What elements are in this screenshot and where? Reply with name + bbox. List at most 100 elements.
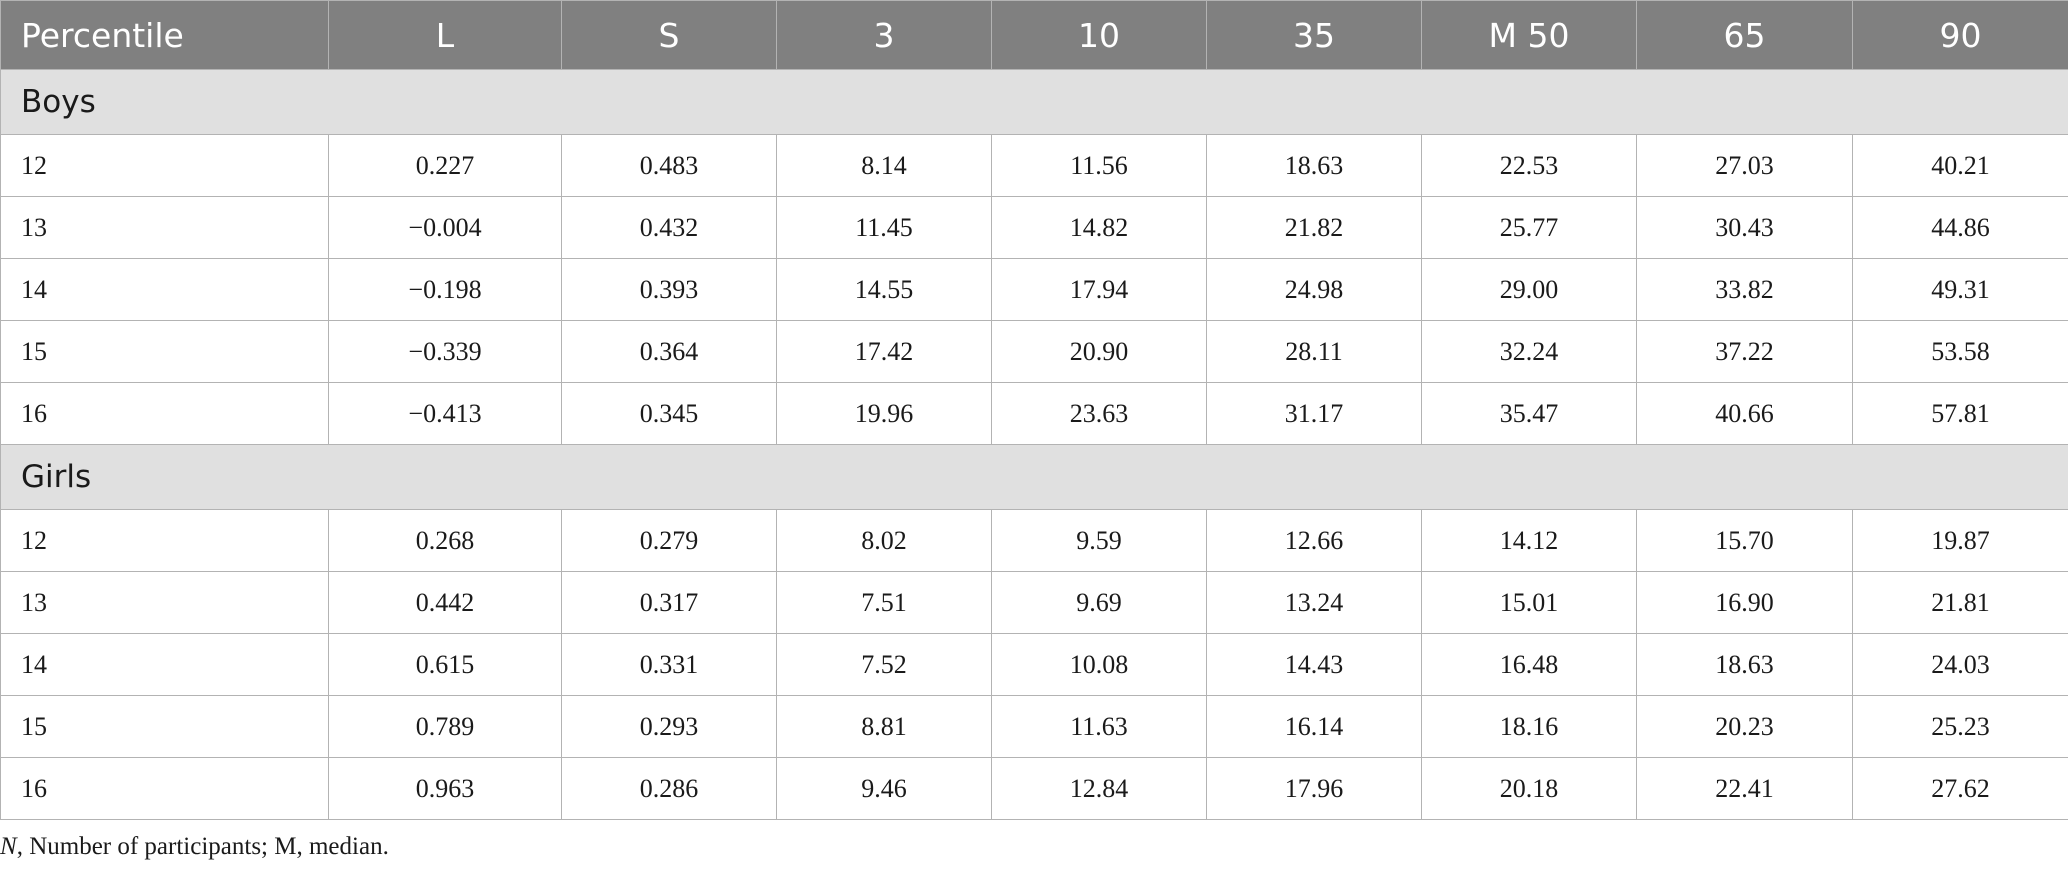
group-row-boys: Boys (0, 69, 2068, 135)
column-header-p3: 3 (776, 0, 992, 70)
value-cell: −0.198 (328, 258, 562, 321)
table-row: 15 −0.339 0.364 17.42 20.90 28.11 32.24 37.22 53… (0, 320, 2068, 383)
table-row: 14 0.615 0.331 7.52 10.08 14.43 16.48 18.63 24.0… (0, 633, 2068, 696)
value-cell: 8.14 (776, 134, 992, 197)
value-cell: 0.364 (561, 320, 777, 383)
group-label: Boys (0, 69, 2068, 135)
column-header-s: S (561, 0, 777, 70)
value-cell: 14.43 (1206, 633, 1422, 696)
value-cell: 0.317 (561, 571, 777, 634)
value-cell: 14.55 (776, 258, 992, 321)
value-cell: 16.48 (1421, 633, 1637, 696)
value-cell: 13.24 (1206, 571, 1422, 634)
value-cell: 17.96 (1206, 757, 1422, 820)
value-cell: 0.293 (561, 695, 777, 758)
value-cell: 0.279 (561, 509, 777, 572)
value-cell: 0.393 (561, 258, 777, 321)
value-cell: 22.53 (1421, 134, 1637, 197)
value-cell: 7.52 (776, 633, 992, 696)
row-label-cell: 12 (0, 509, 329, 572)
table-row: 13 −0.004 0.432 11.45 14.82 21.82 25.77 30.43 44… (0, 196, 2068, 259)
value-cell: −0.339 (328, 320, 562, 383)
value-cell: 23.63 (991, 382, 1207, 445)
value-cell: 17.42 (776, 320, 992, 383)
column-header-percentile: Percentile (0, 0, 329, 70)
value-cell: 30.43 (1636, 196, 1853, 259)
value-cell: 0.286 (561, 757, 777, 820)
value-cell: 21.82 (1206, 196, 1422, 259)
table-row: 13 0.442 0.317 7.51 9.69 13.24 15.01 16.90 21.81 (0, 571, 2068, 634)
column-header-m50: M 50 (1421, 0, 1637, 70)
value-cell: 20.23 (1636, 695, 1853, 758)
value-cell: 9.59 (991, 509, 1207, 572)
row-label-cell: 14 (0, 258, 329, 321)
value-cell: 0.227 (328, 134, 562, 197)
value-cell: 27.03 (1636, 134, 1853, 197)
value-cell: 0.442 (328, 571, 562, 634)
value-cell: 0.345 (561, 382, 777, 445)
column-header-p90: 90 (1852, 0, 2068, 70)
row-label-cell: 13 (0, 196, 329, 259)
value-cell: 20.18 (1421, 757, 1637, 820)
value-cell: 33.82 (1636, 258, 1853, 321)
group-label: Girls (0, 444, 2068, 510)
value-cell: 29.00 (1421, 258, 1637, 321)
group-row-girls: Girls (0, 444, 2068, 510)
value-cell: 16.90 (1636, 571, 1853, 634)
column-header-p35: 35 (1206, 0, 1422, 70)
value-cell: 15.01 (1421, 571, 1637, 634)
table-row: 15 0.789 0.293 8.81 11.63 16.14 18.16 20.23 25.2… (0, 695, 2068, 758)
value-cell: 53.58 (1852, 320, 2068, 383)
value-cell: 44.86 (1852, 196, 2068, 259)
value-cell: 57.81 (1852, 382, 2068, 445)
footnote-symbol: N (0, 833, 17, 860)
value-cell: 8.02 (776, 509, 992, 572)
value-cell: 0.268 (328, 509, 562, 572)
row-label-cell: 12 (0, 134, 329, 197)
value-cell: −0.413 (328, 382, 562, 445)
percentile-table: Percentile L S 3 10 35 M 50 65 90 Boys 12… (0, 0, 2068, 820)
row-label-cell: 15 (0, 320, 329, 383)
value-cell: 37.22 (1636, 320, 1853, 383)
value-cell: 24.03 (1852, 633, 2068, 696)
value-cell: 18.63 (1206, 134, 1422, 197)
table-row: 16 0.963 0.286 9.46 12.84 17.96 20.18 22.41 27.6… (0, 757, 2068, 820)
footnote-text: , Number of participants; M, median. (16, 833, 389, 860)
table-row: 16 −0.413 0.345 19.96 23.63 31.17 35.47 40.66 57… (0, 382, 2068, 445)
value-cell: −0.004 (328, 196, 562, 259)
value-cell: 20.90 (991, 320, 1207, 383)
row-label-cell: 13 (0, 571, 329, 634)
value-cell: 40.66 (1636, 382, 1853, 445)
value-cell: 9.69 (991, 571, 1207, 634)
value-cell: 8.81 (776, 695, 992, 758)
value-cell: 22.41 (1636, 757, 1853, 820)
value-cell: 40.21 (1852, 134, 2068, 197)
data-table-container: Percentile L S 3 10 35 M 50 65 90 Boys 12… (0, 0, 2068, 820)
value-cell: 28.11 (1206, 320, 1422, 383)
value-cell: 11.63 (991, 695, 1207, 758)
value-cell: 11.45 (776, 196, 992, 259)
value-cell: 9.46 (776, 757, 992, 820)
header-row: Percentile L S 3 10 35 M 50 65 90 (0, 0, 2068, 70)
column-header-p10: 10 (991, 0, 1207, 70)
value-cell: 21.81 (1852, 571, 2068, 634)
value-cell: 12.84 (991, 757, 1207, 820)
value-cell: 19.87 (1852, 509, 2068, 572)
value-cell: 19.96 (776, 382, 992, 445)
value-cell: 0.331 (561, 633, 777, 696)
value-cell: 0.483 (561, 134, 777, 197)
value-cell: 10.08 (991, 633, 1207, 696)
value-cell: 24.98 (1206, 258, 1422, 321)
value-cell: 7.51 (776, 571, 992, 634)
value-cell: 25.77 (1421, 196, 1637, 259)
value-cell: 27.62 (1852, 757, 2068, 820)
value-cell: 14.82 (991, 196, 1207, 259)
table-row: 12 0.268 0.279 8.02 9.59 12.66 14.12 15.70 19.87 (0, 509, 2068, 572)
row-label-cell: 15 (0, 695, 329, 758)
row-label-cell: 16 (0, 757, 329, 820)
value-cell: 11.56 (991, 134, 1207, 197)
value-cell: 12.66 (1206, 509, 1422, 572)
value-cell: 0.963 (328, 757, 562, 820)
table-footnote: N, Number of participants; M, median. (0, 833, 389, 861)
value-cell: 17.94 (991, 258, 1207, 321)
